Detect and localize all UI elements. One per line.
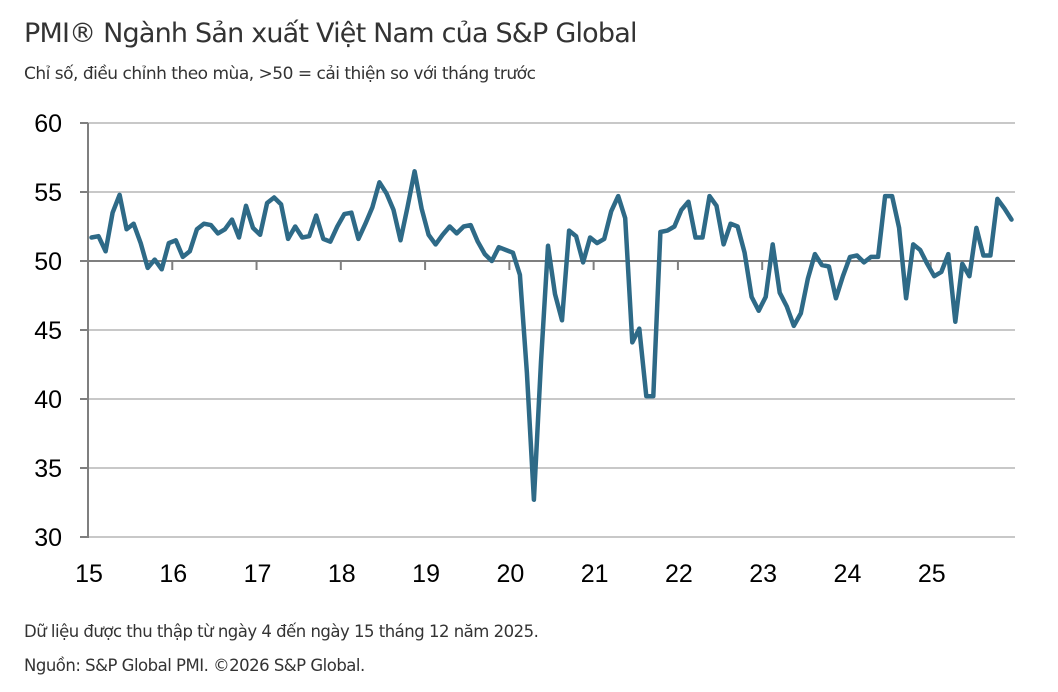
- x-tick-label: 17: [244, 560, 272, 588]
- x-tick-label: 25: [918, 560, 946, 588]
- chart-title: PMI® Ngành Sản xuất Việt Nam của S&P Glo…: [24, 18, 637, 49]
- data-collection-note: Dữ liệu được thu thập từ ngày 4 đến ngày…: [24, 622, 539, 641]
- y-tick-label: 30: [34, 524, 62, 552]
- x-tick-label: 19: [412, 560, 440, 588]
- axes: [80, 122, 932, 538]
- source-note: Nguồn: S&P Global PMI. ©2026 S&P Global.: [24, 656, 365, 675]
- x-tick-label: 24: [834, 560, 862, 588]
- series-layer: [89, 169, 1014, 502]
- x-tick-label: 16: [159, 560, 187, 588]
- y-tick-label: 45: [34, 317, 62, 345]
- y-tick-label: 60: [34, 110, 62, 138]
- y-tick-label: 35: [34, 455, 62, 483]
- x-tick-label: 15: [75, 560, 103, 588]
- x-tick-label: 18: [328, 560, 356, 588]
- y-tick-label: 55: [34, 179, 62, 207]
- gridlines: [88, 122, 1015, 538]
- y-tick-label: 40: [34, 386, 62, 414]
- x-tick-label: 23: [749, 560, 777, 588]
- x-tick-label: 22: [665, 560, 693, 588]
- tick-labels: 60 55 50 45 40 35 30 15 16 17 18 19 20 21 22 23 24 25: [34, 110, 945, 588]
- y-tick-label: 50: [34, 248, 62, 276]
- x-tick-label: 21: [581, 560, 609, 588]
- pmi-series-line: [89, 169, 1014, 502]
- chart-subtitle: Chỉ số, điều chỉnh theo mùa, >50 = cải t…: [24, 64, 536, 84]
- x-tick-label: 20: [496, 560, 524, 588]
